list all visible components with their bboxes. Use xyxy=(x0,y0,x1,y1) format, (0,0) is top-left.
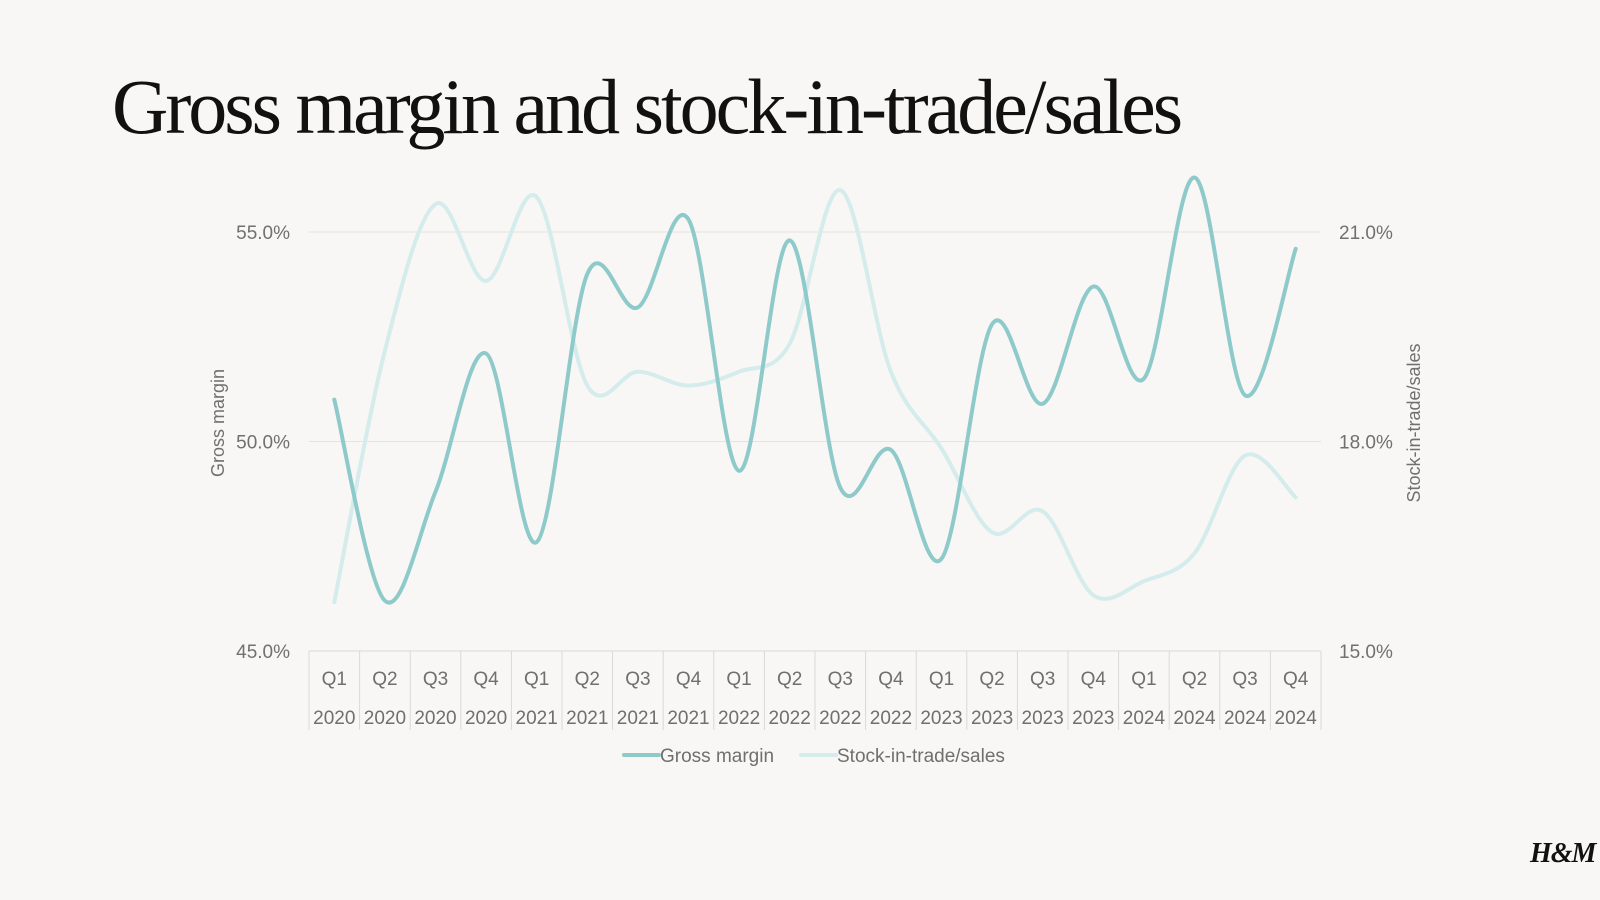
category-quarter-label: Q3 xyxy=(828,669,853,690)
category-year-label: 2023 xyxy=(1072,708,1114,729)
left-axis-ticks: 45.0% 50.0% 55.0% xyxy=(236,223,290,663)
category-year-label: 2020 xyxy=(364,708,406,729)
legend-label: Stock-in-trade/sales xyxy=(837,746,1005,767)
category-year-label: 2021 xyxy=(566,708,608,729)
category-quarter-label: Q4 xyxy=(1283,669,1309,690)
category-year-label: 2021 xyxy=(617,708,659,729)
hm-logo: H&M xyxy=(1530,838,1596,869)
category-year-label: 2023 xyxy=(1022,708,1064,729)
category-quarter-label: Q1 xyxy=(1131,669,1156,690)
series-line-stock-in-trade-sales xyxy=(332,188,1298,605)
category-quarter-label: Q2 xyxy=(575,669,600,690)
gridlines xyxy=(309,231,1321,442)
right-tick-label: 15.0% xyxy=(1339,642,1393,663)
category-year-label: 2021 xyxy=(667,708,709,729)
category-year-label: 2021 xyxy=(516,708,558,729)
right-axis-title: Stock-in-trade/sales xyxy=(1404,343,1424,502)
category-year-label: 2022 xyxy=(819,708,861,729)
category-quarter-label: Q1 xyxy=(726,669,751,690)
category-year-label: 2024 xyxy=(1275,708,1318,729)
category-quarter-label: Q1 xyxy=(524,669,549,690)
category-quarter-label: Q3 xyxy=(1030,669,1055,690)
legend: Gross margin Stock-in-trade/sales xyxy=(622,746,1005,767)
category-quarter-label: Q1 xyxy=(322,669,347,690)
series-lines xyxy=(332,175,1298,605)
category-quarter-label: Q4 xyxy=(473,669,499,690)
right-axis-ticks: 15.0% 18.0% 21.0% xyxy=(1339,223,1393,663)
left-tick-label: 55.0% xyxy=(236,223,290,244)
category-quarter-label: Q4 xyxy=(676,669,702,690)
category-quarter-label: Q2 xyxy=(979,669,1004,690)
category-year-label: 2024 xyxy=(1123,708,1166,729)
series-line-gross-margin xyxy=(332,175,1298,605)
category-year-label: 2022 xyxy=(769,708,811,729)
page-title: Gross margin and stock-in-trade/sales xyxy=(112,63,1183,150)
category-axis: Q1 2020 Q2 2020 Q3 2020 Q4 2020 Q1 2021 Q2 2021 Q3 20… xyxy=(308,650,1322,730)
left-axis-title: Gross margin xyxy=(208,369,228,477)
category-quarter-label: Q1 xyxy=(929,669,954,690)
category-year-label: 2024 xyxy=(1173,708,1216,729)
category-quarter-label: Q2 xyxy=(1182,669,1207,690)
category-quarter-label: Q3 xyxy=(1232,669,1257,690)
category-year-label: 2023 xyxy=(920,708,962,729)
left-tick-label: 50.0% xyxy=(236,433,290,454)
category-quarter-label: Q3 xyxy=(625,669,650,690)
legend-label: Gross margin xyxy=(660,746,774,767)
right-tick-label: 18.0% xyxy=(1339,433,1393,454)
category-quarter-label: Q4 xyxy=(878,669,904,690)
category-year-label: 2020 xyxy=(465,708,507,729)
right-tick-label: 21.0% xyxy=(1339,223,1393,244)
category-year-label: 2023 xyxy=(971,708,1013,729)
category-year-label: 2022 xyxy=(870,708,912,729)
category-quarter-label: Q2 xyxy=(777,669,802,690)
category-year-label: 2020 xyxy=(313,708,355,729)
category-year-label: 2020 xyxy=(414,708,456,729)
category-year-label: 2024 xyxy=(1224,708,1267,729)
left-tick-label: 45.0% xyxy=(236,642,290,663)
category-year-label: 2022 xyxy=(718,708,760,729)
category-quarter-label: Q4 xyxy=(1081,669,1107,690)
category-quarter-label: Q2 xyxy=(372,669,397,690)
category-quarter-label: Q3 xyxy=(423,669,448,690)
